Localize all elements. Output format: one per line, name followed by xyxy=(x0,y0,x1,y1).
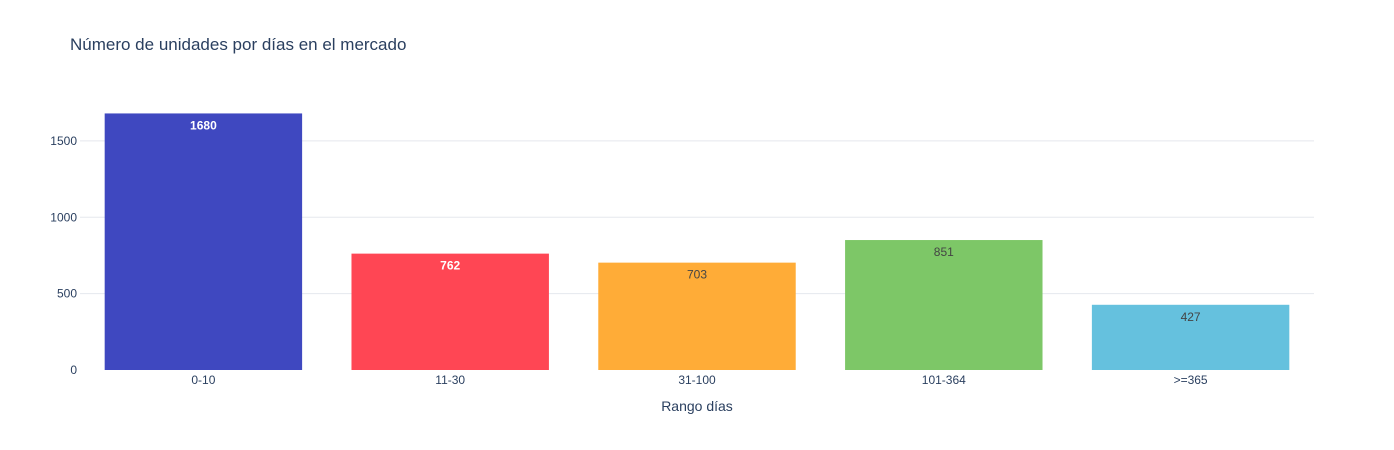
bar-3[interactable] xyxy=(598,262,796,370)
bar-1[interactable] xyxy=(104,113,303,371)
x-tick-label: >=365 xyxy=(1174,373,1208,387)
x-tick-label: 0-10 xyxy=(191,373,215,387)
y-tick-label: 0 xyxy=(70,363,77,377)
bar-value-label: 762 xyxy=(440,259,460,273)
chart-title: Número de unidades por días en el mercad… xyxy=(70,35,406,54)
bars xyxy=(104,113,1290,371)
bar-value-label: 427 xyxy=(1181,310,1201,324)
bar-2[interactable] xyxy=(351,253,549,370)
y-tick-label: 500 xyxy=(57,287,77,301)
bar-value-label: 851 xyxy=(934,245,954,259)
x-tick-label: 101-364 xyxy=(922,373,966,387)
x-axis-ticks: 0-10 11-30 31-100 101-364 >=365 xyxy=(191,373,1208,387)
bar-value-label: 703 xyxy=(687,268,707,282)
y-axis-ticks: 0 500 1000 1500 xyxy=(50,134,77,377)
x-tick-label: 11-30 xyxy=(435,373,465,387)
x-tick-label: 31-100 xyxy=(678,373,716,387)
data-labels: 1680 762 703 851 427 xyxy=(190,118,1201,323)
y-tick-label: 1500 xyxy=(50,134,77,148)
bar-value-label: 1680 xyxy=(190,118,217,132)
bar-5[interactable] xyxy=(1091,304,1290,370)
x-axis-title: Rango días xyxy=(661,398,733,414)
y-tick-label: 1000 xyxy=(50,210,77,224)
bar-4[interactable] xyxy=(845,240,1043,370)
